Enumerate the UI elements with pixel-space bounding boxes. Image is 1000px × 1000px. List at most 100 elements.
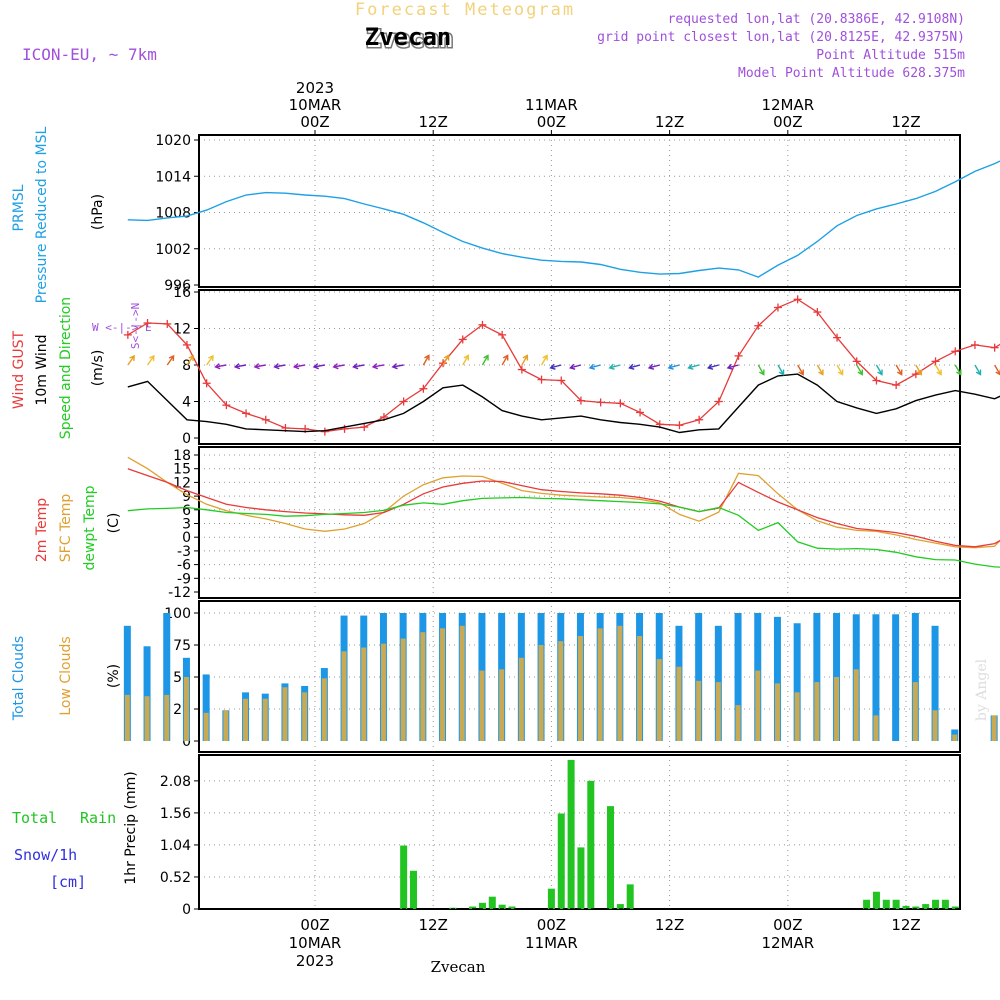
wind-arrow-shaft — [274, 364, 286, 368]
low-cloud-bar — [400, 638, 406, 741]
wind-arrow — [206, 354, 214, 366]
time-label-bottom-day: 10MAR — [289, 934, 342, 952]
wind-arrow — [501, 354, 509, 366]
wind-arrow-shaft — [462, 355, 469, 366]
rain-bar — [498, 904, 506, 909]
wind-arrow-shaft — [422, 355, 430, 366]
low-cloud-bar — [715, 682, 721, 741]
wind-arrow-head — [667, 363, 674, 370]
gust-marker — [596, 398, 605, 407]
rain-bar — [557, 813, 565, 909]
y-tick-label: 1020 — [155, 133, 191, 149]
total-cloud-bar — [143, 646, 151, 741]
wind-arrow-shaft — [146, 355, 155, 366]
wind-arrow — [549, 363, 562, 370]
wind-arrow-head — [292, 363, 300, 370]
wind-arrow-shaft — [797, 364, 804, 375]
rain-bar — [607, 806, 614, 909]
y-tick-label: 8 — [182, 358, 191, 374]
cloud-unit: (%) — [106, 664, 122, 688]
wind-arrow-shaft — [727, 364, 739, 369]
rain-bar — [577, 847, 585, 909]
y-tick-label: -12 — [168, 585, 191, 601]
total-label: Total — [12, 809, 57, 827]
wind-arrow-shaft — [166, 355, 175, 366]
wind-arrow-head — [818, 369, 824, 376]
wind-arrow — [797, 364, 804, 376]
total-cloud-bar — [813, 613, 821, 741]
wind-arrow-shaft — [333, 364, 345, 368]
low-cloud-bar — [676, 666, 682, 741]
low-cloud-bar — [774, 683, 780, 741]
wind-arrow-shaft — [915, 364, 922, 375]
wind-speed-label: Speed and Direction — [58, 297, 74, 439]
gust-marker — [636, 408, 645, 417]
wind-arrow — [994, 364, 1000, 376]
wind-arrow-head — [549, 363, 556, 370]
temp-labels: 2m Temp SFC Temp dewpt Temp (C) — [34, 485, 122, 570]
wind-arrow-head — [424, 354, 430, 361]
y-tick-label: 1.04 — [160, 838, 191, 854]
wind-arrow-shaft — [994, 364, 1000, 375]
wind-arrow — [569, 363, 582, 370]
model-label: ICON-EU, ~ 7km — [22, 45, 157, 64]
total-cloud-bar — [202, 674, 210, 741]
wind-arrow-shaft — [353, 364, 365, 368]
wind-arrow — [391, 363, 404, 370]
gust-marker — [990, 343, 999, 352]
wind-arrow — [588, 363, 601, 370]
total-cloud-bar — [793, 623, 801, 741]
wind-arrow-shaft — [708, 364, 720, 369]
wind-arrow — [647, 363, 660, 370]
low-cloud-bar — [321, 678, 327, 741]
watermark: by Angel — [974, 658, 990, 721]
low-cloud-bar — [262, 698, 268, 741]
wind-arrow-shaft — [550, 364, 562, 369]
gust-marker — [931, 357, 940, 366]
wind-arrow — [146, 354, 155, 366]
wind-arrow — [371, 363, 385, 370]
low-cloud-bar — [735, 705, 741, 741]
gust-marker — [360, 423, 369, 432]
temp-2m-line — [127, 468, 1000, 548]
rain-bar — [882, 899, 890, 909]
wind-arrow-head — [706, 363, 714, 370]
wind-arrow-head — [916, 369, 923, 376]
y-tick-label: 4 — [182, 395, 191, 411]
dew-label: dewpt Temp — [82, 485, 98, 570]
wind-arrow-head — [208, 354, 214, 362]
low-cloud-bar — [755, 670, 761, 741]
rain-bar — [951, 906, 959, 909]
rain-bar — [469, 906, 477, 909]
wind-arrow-head — [778, 369, 785, 376]
pressure-line — [127, 160, 1000, 278]
rain-bar — [547, 888, 555, 909]
wind-arrow-shaft — [206, 355, 214, 366]
y-tick-label: -9 — [177, 571, 191, 587]
wind-arrow — [608, 363, 621, 370]
rain-bar — [902, 905, 910, 909]
total-cloud-bar — [123, 625, 131, 741]
gust-marker — [123, 330, 132, 339]
y-tick-label: 6 — [182, 503, 191, 519]
wind-arrow-shaft — [668, 364, 680, 369]
wind-arrow — [974, 364, 982, 376]
y-tick-label: 75 — [173, 638, 191, 654]
rain-bar — [922, 904, 930, 909]
rain-bar — [941, 899, 949, 909]
gust-marker — [576, 396, 585, 405]
total-cloud-bar — [695, 613, 703, 741]
total-cloud-bar — [892, 614, 900, 741]
low-cloud-bar — [597, 628, 603, 741]
panel-5: 0 0.52 1.04 1.56 2.08 — [160, 754, 961, 918]
wind-arrow — [442, 354, 450, 366]
rain-bar — [872, 891, 880, 909]
gust-marker — [616, 399, 625, 408]
wind-arrow-shaft — [648, 364, 660, 369]
gust-marker — [695, 415, 704, 424]
wind-arrow-shaft — [501, 355, 509, 366]
wind-arrow — [895, 364, 903, 376]
panel-1: 996 1002 1008 1014 1020 — [155, 133, 961, 294]
pressure-labels: PRMSL Pressure Reduced to MSL (hPa) — [11, 126, 106, 303]
low-cloud-bar — [380, 643, 386, 741]
